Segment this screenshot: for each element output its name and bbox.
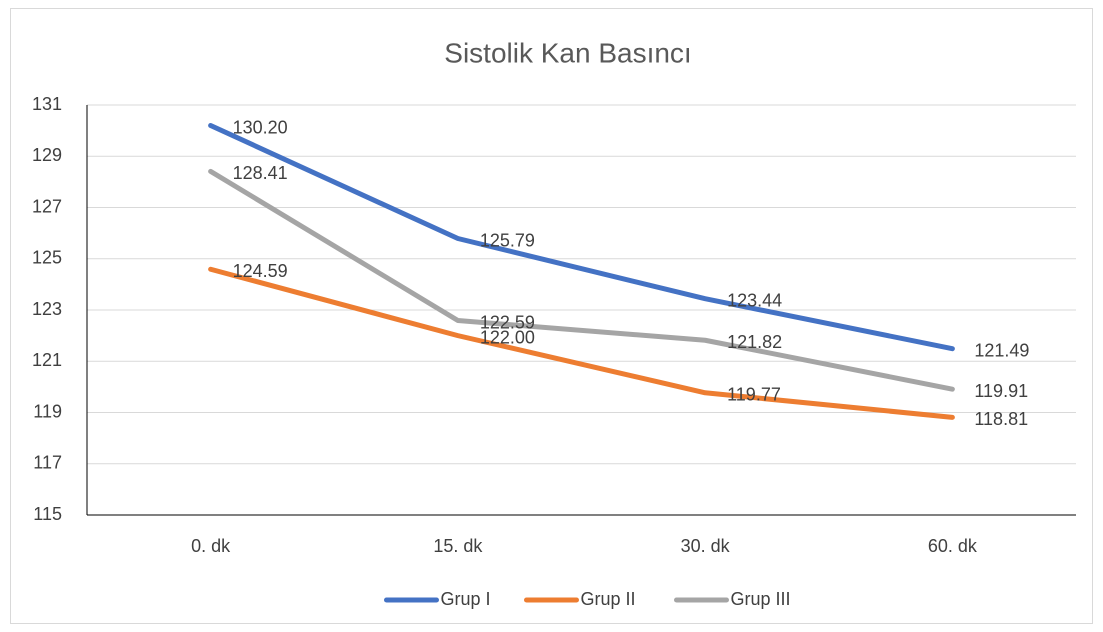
data-label: 125.79 — [480, 230, 535, 250]
data-label: 123.44 — [727, 290, 782, 310]
legend-label: Grup II — [581, 589, 636, 609]
y-tick-label: 125 — [32, 248, 62, 268]
legend-label: Grup III — [731, 589, 791, 609]
data-label: 121.49 — [974, 340, 1029, 360]
data-label: 119.91 — [974, 381, 1028, 401]
data-label: 119.77 — [727, 385, 781, 405]
data-label: 124.59 — [233, 261, 288, 281]
chart-title: Sistolik Kan Basıncı — [444, 37, 691, 68]
y-tick-label: 117 — [33, 453, 62, 473]
data-label: 121.82 — [727, 332, 782, 352]
data-label: 122.59 — [480, 312, 535, 332]
series-line — [208, 123, 955, 352]
data-label: 122.00 — [480, 327, 535, 347]
series-line — [208, 266, 955, 420]
y-tick-label: 131 — [32, 94, 62, 114]
y-tick-label: 115 — [33, 504, 62, 524]
data-label: 128.41 — [233, 163, 288, 183]
series-line — [208, 168, 955, 392]
y-tick-label: 127 — [32, 196, 62, 216]
y-tick-label: 129 — [32, 145, 62, 165]
x-tick-label: 0. dk — [191, 536, 231, 556]
data-label: 118.81 — [974, 409, 1028, 429]
x-tick-label: 30. dk — [681, 536, 731, 556]
y-tick-label: 119 — [33, 401, 62, 421]
legend-label: Grup I — [441, 589, 491, 609]
chart-border — [10, 8, 1093, 624]
y-tick-label: 121 — [32, 350, 62, 370]
x-tick-label: 15. dk — [433, 536, 483, 556]
x-tick-label: 60. dk — [928, 536, 978, 556]
y-tick-label: 123 — [32, 299, 62, 319]
data-label: 130.20 — [233, 117, 288, 137]
